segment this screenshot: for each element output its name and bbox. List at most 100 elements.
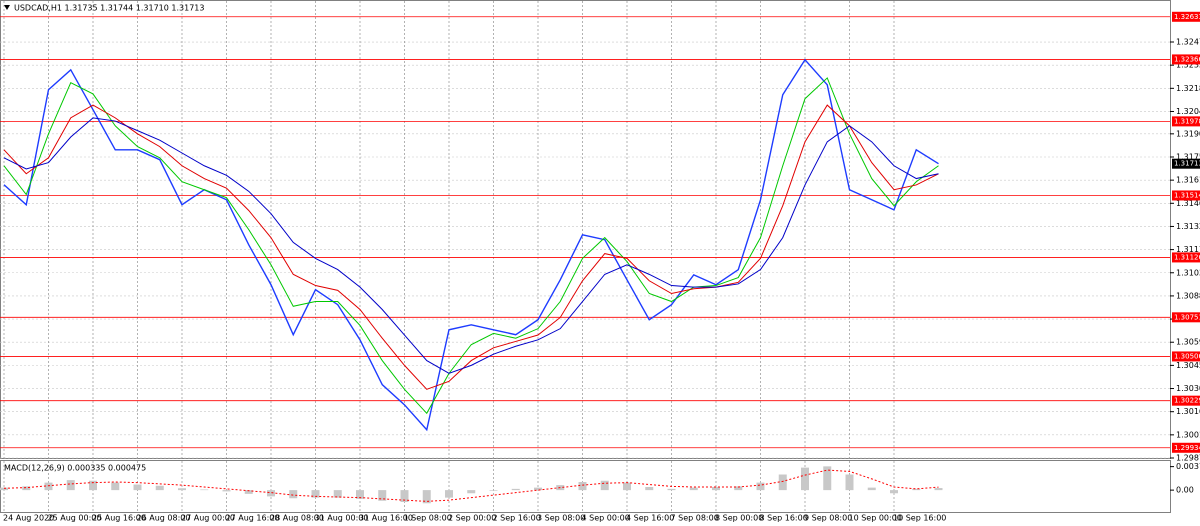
x-tick-label: 25 Aug 00:00 — [48, 514, 102, 523]
macd-bar — [400, 490, 409, 502]
level-tag — [1172, 116, 1200, 127]
macd-bar — [155, 485, 164, 491]
x-tick-label: 3 Sep 08:00 — [537, 514, 585, 523]
price-pane — [0, 0, 1171, 459]
y-tick-label: 1.29870 — [1176, 454, 1200, 463]
x-tick-label: 28 Aug 08:00 — [270, 514, 324, 523]
y-tick-label: 1.30885 — [1176, 291, 1200, 300]
level-label: 1.30229 — [1174, 397, 1200, 405]
y-tick-label: 1.30015 — [1176, 430, 1200, 439]
x-tick-label: 8 Sep 16:00 — [760, 514, 808, 523]
macd-bar — [333, 490, 342, 498]
macd-bar — [200, 489, 209, 491]
moving-average — [3, 117, 939, 374]
macd-bar — [534, 487, 542, 491]
level-label: 1.31978 — [1174, 117, 1200, 125]
macd-bar — [645, 487, 654, 491]
x-tick-label: 25 Aug 16:00 — [92, 514, 146, 523]
last-price-label: 1.31713 — [1174, 160, 1200, 168]
macd-bar — [44, 482, 53, 491]
y-tick-label: 1.31755 — [1176, 152, 1200, 161]
level-label: 1.31126 — [1174, 253, 1200, 261]
last-price-tag — [1172, 158, 1200, 169]
y-tick-label: 1.30450 — [1176, 361, 1200, 370]
x-tick-label: 4 Sep 00:00 — [582, 514, 630, 523]
y-tick-label: 1.32330 — [1176, 61, 1200, 70]
x-tick-label: 31 Aug 16:00 — [359, 514, 413, 523]
x-tick-label: 24 Aug 2020 — [3, 514, 54, 523]
y-tick-label: 1.31465 — [1176, 199, 1200, 208]
x-tick-label: 1 Sep 08:00 — [404, 514, 452, 523]
y-tick-label: 1.31900 — [1176, 129, 1200, 138]
macd-bar — [378, 490, 387, 501]
level-tag — [1172, 442, 1200, 453]
moving-average — [3, 77, 939, 415]
x-tick-label: 2 Sep 16:00 — [493, 514, 541, 523]
macd-bar — [756, 482, 765, 491]
level-tag — [1172, 395, 1200, 406]
macd-bar — [801, 467, 809, 491]
level-tag — [1172, 312, 1200, 323]
y-tick-label: 1.31175 — [1176, 245, 1200, 254]
y-tick-label: 1.31030 — [1176, 268, 1200, 277]
macd-bar — [289, 490, 298, 499]
y-tick-label: 1.30305 — [1176, 384, 1200, 393]
macd-bar — [778, 474, 787, 491]
y-tick-label: 1.30595 — [1176, 338, 1200, 347]
x-tick-label: 4 Sep 16:00 — [626, 514, 674, 523]
price-line — [3, 58, 939, 432]
macd-bar — [89, 480, 97, 491]
macd-bar — [890, 490, 898, 494]
macd-bar — [511, 488, 520, 491]
macd-bar — [712, 487, 720, 491]
level-tag — [1172, 190, 1200, 201]
macd-bar — [734, 486, 743, 491]
level-tag — [1172, 351, 1200, 362]
macd-bar — [422, 490, 431, 504]
moving-average — [3, 104, 939, 390]
x-tick-label: 31 Aug 00:00 — [315, 514, 369, 523]
level-label: 1.31514 — [1174, 191, 1200, 199]
y-tick-label: 1.32475 — [1176, 38, 1200, 47]
macd-bar — [600, 480, 609, 491]
macd-bar — [111, 482, 120, 491]
level-label: 1.32366 — [1174, 55, 1200, 63]
x-tick-label: 2 Sep 00:00 — [448, 514, 496, 523]
y-tick-label: 0.00376 — [1176, 462, 1200, 471]
macd-bar — [845, 474, 854, 491]
macd-bar — [133, 484, 142, 491]
macd-bar — [489, 490, 498, 491]
chart-title: USDCAD,H1 1.31735 1.31744 1.31710 1.3171… — [14, 4, 204, 13]
macd-bar — [823, 466, 832, 491]
macd-bar — [0, 487, 8, 491]
macd-bar — [244, 490, 253, 494]
macd-bar — [912, 488, 921, 491]
x-tick-label: 7 Sep 08:00 — [671, 514, 719, 523]
macd-bar — [178, 488, 186, 491]
level-tag — [1172, 252, 1200, 263]
x-tick-label: 26 Aug 08:00 — [137, 514, 191, 523]
x-tick-label: 27 Aug 00:00 — [181, 514, 235, 523]
macd-bar — [867, 487, 876, 491]
level-label: 1.32633 — [1174, 13, 1200, 21]
macd-bar — [222, 490, 231, 492]
level-tag — [1172, 54, 1200, 65]
macd-bar — [356, 490, 364, 499]
y-tick-label: 1.31610 — [1176, 176, 1200, 185]
level-tag — [1172, 11, 1200, 22]
y-tick-label: 1.32040 — [1176, 107, 1200, 116]
level-label: 1.29934 — [1174, 444, 1200, 452]
level-label: 1.30506 — [1174, 352, 1200, 360]
macd-title: MACD(12,26,9) 0.000335 0.000475 — [4, 464, 146, 473]
y-tick-label: 1.32185 — [1176, 84, 1200, 93]
macd-bar — [311, 490, 320, 498]
macd-bar — [934, 488, 943, 491]
x-tick-label: 27 Aug 16:00 — [226, 514, 280, 523]
x-tick-label: 8 Sep 00:00 — [715, 514, 763, 523]
y-tick-label: 1.30160 — [1176, 407, 1200, 416]
y-tick-label: 0.00 — [1176, 486, 1194, 495]
macd-bar — [578, 482, 587, 491]
x-tick-label: 9 Sep 08:00 — [804, 514, 852, 523]
